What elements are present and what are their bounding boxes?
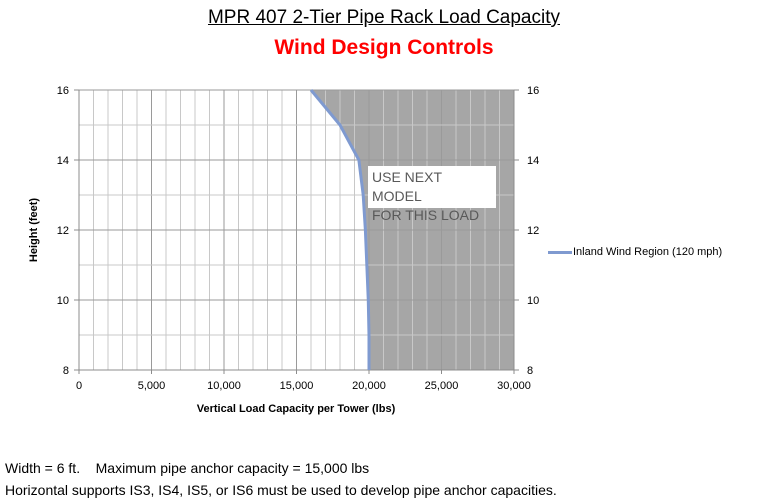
chart-title: MPR 407 2-Tier Pipe Rack Load Capacity <box>207 7 560 28</box>
y-tick-label: 12 <box>57 225 69 237</box>
x-tick-label: 30,000 <box>497 380 531 392</box>
x-tick-label: 10,000 <box>207 380 241 392</box>
legend: Inland Wind Region (120 mph) <box>548 246 722 258</box>
y-tick-label: 14 <box>57 155 69 167</box>
note-line-1: USE NEXT MODEL <box>372 169 442 204</box>
y-tick-label: 8 <box>63 365 69 377</box>
x-tick-label: 25,000 <box>425 380 459 392</box>
x-tick-label: 15,000 <box>280 380 314 392</box>
load-capacity-chart: 8 10 12 14 16 8 10 12 14 16 0 5,000 10,000 15,000 20,0… <box>28 85 540 415</box>
footer-width-note: Width = 6 ft. Maximum pipe anchor capaci… <box>5 460 370 476</box>
x-tick-label: 5,000 <box>138 380 166 392</box>
y2-tick-label: 16 <box>527 85 539 97</box>
x-tick-label: 0 <box>76 380 82 392</box>
y2-tick-label: 10 <box>527 295 539 307</box>
legend-line-icon <box>548 250 572 254</box>
tick-labels: 8 10 12 14 16 8 10 12 14 16 0 5,000 10,000 15,000 20,0… <box>57 85 540 392</box>
y2-tick-label: 12 <box>527 225 539 237</box>
legend-label: Inland Wind Region (120 mph) <box>573 246 723 258</box>
footer-supports-note: Horizontal supports IS3, IS4, IS5, or IS… <box>5 482 557 498</box>
y-tick-label: 16 <box>57 85 69 97</box>
y-axis-title: Height (feet) <box>28 198 40 263</box>
y2-tick-label: 14 <box>527 155 539 167</box>
y-tick-label: 10 <box>57 295 69 307</box>
x-tick-label: 20,000 <box>352 380 386 392</box>
x-axis-title: Vertical Load Capacity per Tower (lbs) <box>197 403 396 415</box>
note-line-2: FOR THIS LOAD <box>372 207 480 223</box>
axes <box>74 89 519 374</box>
y2-tick-label: 8 <box>527 365 533 377</box>
series-line <box>309 89 371 370</box>
use-next-model-note: USE NEXT MODEL FOR THIS LOAD <box>368 166 496 223</box>
chart-subtitle: Wind Design Controls <box>274 36 494 59</box>
